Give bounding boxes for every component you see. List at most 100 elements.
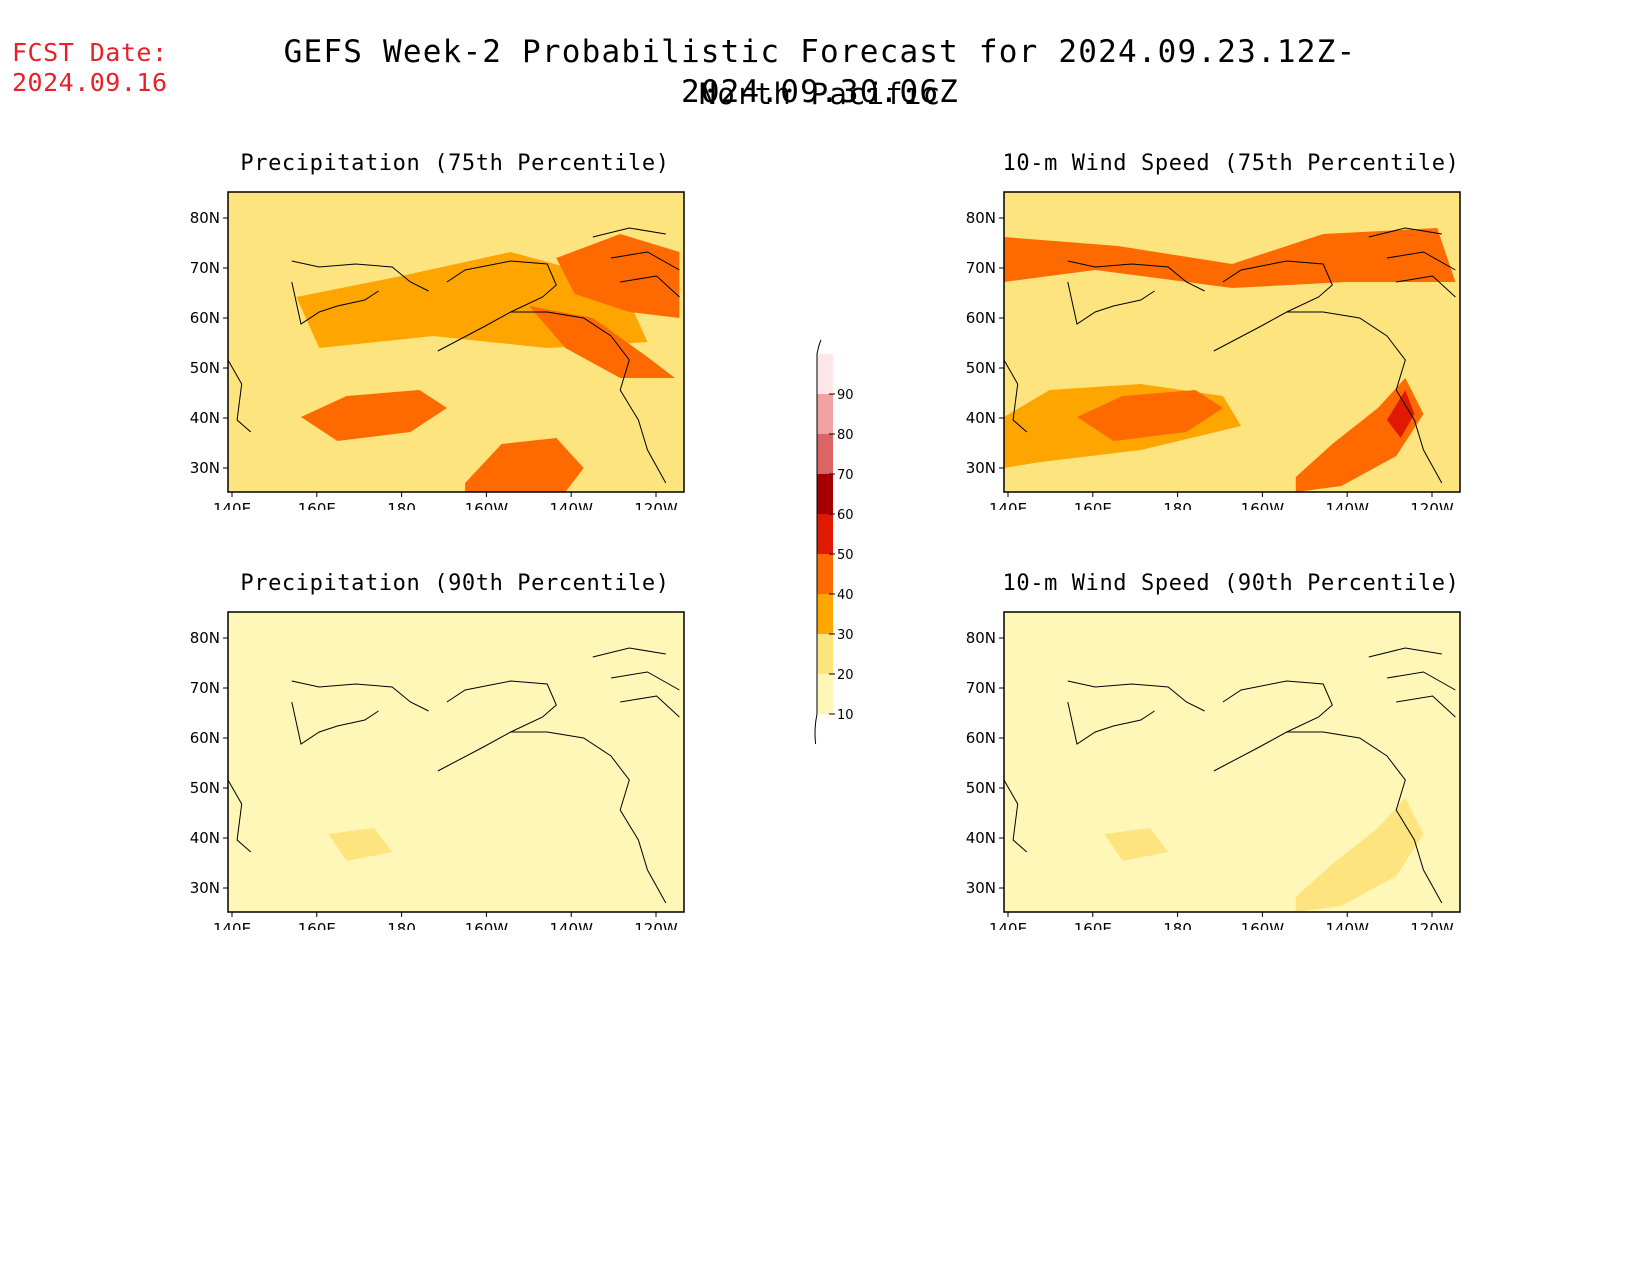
lat-tick-label: 80N (966, 629, 996, 647)
probability-contour-50 (1387, 390, 1415, 438)
lat-tick-label: 40N (190, 409, 220, 427)
coastline (1067, 680, 1205, 712)
lat-tick-label: 80N (190, 209, 220, 227)
probability-contour-20 (328, 828, 393, 861)
lat-tick-label: 50N (966, 359, 996, 377)
colorbar-swatch (817, 674, 833, 714)
colorbar-label: 90 (837, 388, 854, 403)
lon-tick-label: 160E (1074, 500, 1112, 510)
panel-title-precip-90: Precipitation (90th Percentile) (240, 571, 670, 596)
lon-tick-label: 180 (387, 920, 416, 930)
map-panel-precip-90: 140E 160E 180 160W 140W 120W 80N 70N 60N 50N 40N 30… (170, 600, 710, 930)
forecast-date-label: FCST Date: (12, 38, 168, 67)
colorbar-label: 70 (837, 468, 854, 483)
coastline (620, 695, 680, 718)
base-shading (228, 612, 684, 912)
lat-tick-label: 30N (190, 459, 220, 477)
lon-tick-label: 120W (634, 920, 678, 930)
probability-contour-40 (465, 438, 584, 492)
colorbar-label: 50 (837, 548, 854, 563)
plot-frame (227, 191, 685, 493)
map-plot: 140E 160E 180 160W 140W 120W 80N 70N 60N 50N 40N 30… (190, 191, 685, 510)
coastline (1386, 671, 1456, 691)
coastline (1396, 275, 1456, 298)
coastline (1286, 731, 1443, 904)
lat-tick-label: 60N (190, 729, 220, 747)
forecast-date-value: 2024.09.16 (12, 68, 168, 97)
lon-tick-label: 120W (634, 500, 678, 510)
colorbar-label: 60 (837, 508, 854, 523)
colorbar-label: 40 (837, 588, 854, 603)
probability-contour-20 (1104, 828, 1169, 861)
colorbar-swatch (817, 514, 833, 554)
map-plot: 140E 160E 180 160W 140W 120W 80N 70N 60N 50N 40N 30… (966, 191, 1461, 510)
map-panel-wind-75: 140E 160E 180 160W 140W 120W 80N 70N 60N 50N 40N 30… (946, 180, 1486, 510)
colorbar-swatch (817, 354, 833, 394)
coastline (1368, 227, 1442, 238)
coastline (1003, 779, 1028, 853)
coastline (437, 680, 557, 772)
lon-tick-label: 140E (989, 920, 1027, 930)
coastline (291, 701, 379, 745)
lon-tick-label: 140E (213, 500, 251, 510)
panel-title-precip-75: Precipitation (75th Percentile) (240, 151, 670, 176)
colorbar-label: 10 (837, 708, 854, 723)
lat-tick-label: 70N (190, 259, 220, 277)
lon-tick-label: 160W (465, 920, 509, 930)
page-title: GEFS Week-2 Probabilistic Forecast for 2… (283, 34, 1357, 110)
lat-tick-label: 30N (966, 879, 996, 897)
coastline (1386, 251, 1456, 271)
map-plot: 140E 160E 180 160W 140W 120W 80N 70N 60N 50N 40N 30… (190, 611, 685, 930)
colorbar-outline (814, 339, 822, 753)
coastline (592, 647, 666, 658)
coastline (1286, 311, 1443, 484)
coastline (610, 671, 680, 691)
lon-tick-label: 160E (298, 500, 336, 510)
colorbar-swatch (817, 474, 833, 514)
colorbar-swatch (817, 434, 833, 474)
lon-tick-label: 140W (1325, 500, 1369, 510)
plot-frame (1003, 191, 1461, 493)
lon-tick-label: 160W (465, 500, 509, 510)
probability-contour-40 (556, 234, 680, 318)
probability-contour-40 (1295, 378, 1424, 492)
lon-tick-label: 160W (1241, 500, 1285, 510)
probability-contour-40 (529, 306, 675, 378)
coastline (227, 779, 252, 853)
lon-tick-label: 140W (549, 500, 593, 510)
lon-tick-label: 160W (1241, 920, 1285, 930)
colorbar-label: 30 (837, 628, 854, 643)
lon-tick-label: 140E (989, 500, 1027, 510)
colorbar-swatch (817, 594, 833, 634)
lat-tick-label: 60N (966, 729, 996, 747)
panel-title-wind-75: 10-m Wind Speed (75th Percentile) (1002, 151, 1460, 176)
lat-tick-label: 40N (966, 829, 996, 847)
lat-tick-label: 70N (190, 679, 220, 697)
colorbar-swatch (817, 554, 833, 594)
lon-tick-label: 180 (1163, 920, 1192, 930)
lon-tick-label: 120W (1410, 920, 1454, 930)
plot-frame (1003, 611, 1461, 913)
probability-contour-40 (1077, 390, 1223, 441)
forecast-date-block: FCST Date: 2024.09.16 (12, 38, 168, 98)
coastline (592, 227, 666, 238)
plot-frame (227, 611, 685, 913)
lon-tick-label: 140E (213, 920, 251, 930)
lat-tick-label: 70N (966, 259, 996, 277)
probability-contour-40 (301, 390, 447, 441)
lat-tick-label: 30N (966, 459, 996, 477)
page-subtitle: North Pacific (698, 77, 942, 111)
lon-tick-label: 160E (1074, 920, 1112, 930)
coastline (291, 260, 429, 292)
lat-tick-label: 80N (966, 209, 996, 227)
lon-tick-label: 140W (1325, 920, 1369, 930)
lat-tick-label: 50N (190, 359, 220, 377)
coastline (1003, 359, 1028, 433)
lat-tick-label: 40N (190, 829, 220, 847)
coastline (1213, 680, 1333, 772)
lat-tick-label: 50N (966, 779, 996, 797)
lat-tick-label: 30N (190, 879, 220, 897)
lat-tick-label: 50N (190, 779, 220, 797)
lat-tick-label: 60N (966, 309, 996, 327)
coastline (1067, 281, 1155, 325)
